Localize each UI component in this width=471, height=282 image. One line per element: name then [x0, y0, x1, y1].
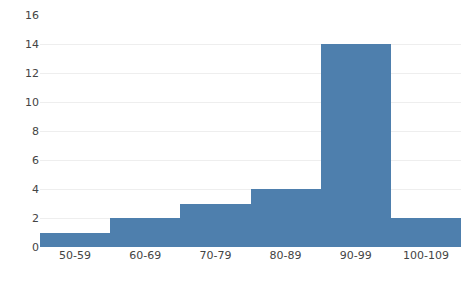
svg-text:14: 14: [25, 38, 39, 51]
svg-text:2: 2: [32, 212, 39, 225]
svg-text:80-89: 80-89: [270, 249, 302, 262]
svg-text:50-59: 50-59: [59, 249, 91, 262]
svg-text:4: 4: [32, 183, 39, 196]
svg-text:8: 8: [32, 125, 39, 138]
svg-text:60-69: 60-69: [129, 249, 161, 262]
svg-text:70-79: 70-79: [199, 249, 231, 262]
svg-text:90-99: 90-99: [340, 249, 372, 262]
svg-text:100-109: 100-109: [403, 249, 449, 262]
svg-text:16: 16: [25, 9, 39, 22]
svg-text:12: 12: [25, 67, 39, 80]
svg-text:10: 10: [25, 96, 39, 109]
svg-text:6: 6: [32, 154, 39, 167]
svg-text:0: 0: [32, 241, 39, 254]
